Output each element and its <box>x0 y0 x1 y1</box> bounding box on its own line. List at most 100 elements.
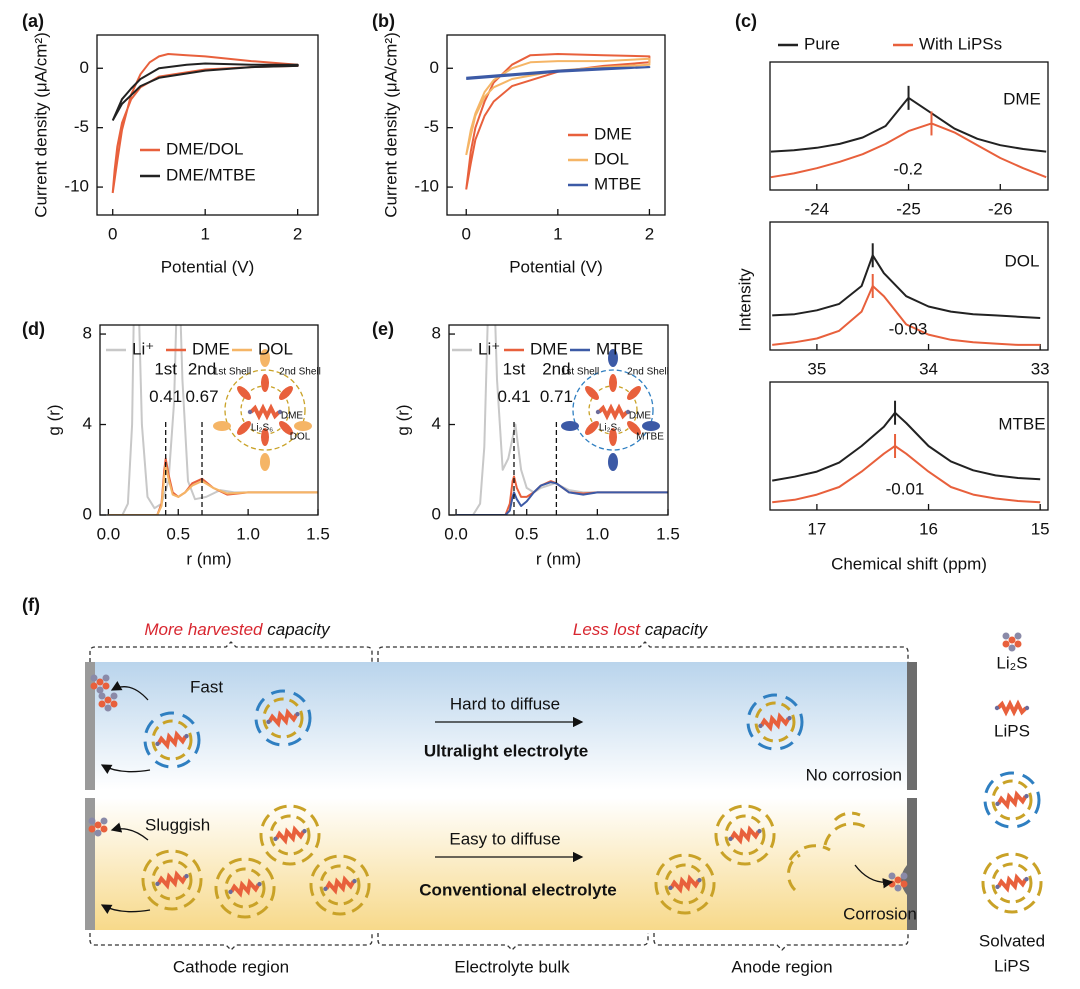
plot-frame <box>769 381 1049 511</box>
legend-label: With LiPSs <box>919 34 1002 53</box>
x-tick-label: 17 <box>807 519 826 538</box>
highlight: Less lost <box>573 620 641 639</box>
panel-label: (b) <box>372 11 395 31</box>
x-tick-label: 0.0 <box>444 524 468 543</box>
x-tick-label: 33 <box>1031 359 1050 378</box>
inset-label: 1st Shell <box>213 367 251 378</box>
x-tick-label: 35 <box>807 359 826 378</box>
legend-label: LiPS <box>994 721 1030 740</box>
legend-label: DME <box>192 339 230 358</box>
solvent-label: DME <box>1003 89 1041 108</box>
x-axis-label: r (nm) <box>186 549 231 568</box>
broken-shell <box>787 811 871 892</box>
region-label: Electrolyte bulk <box>454 957 570 976</box>
x-tick-label: 16 <box>919 519 938 538</box>
inset-label: 2nd Shell <box>279 367 321 378</box>
panel-label: (f) <box>22 595 40 615</box>
x-tick-label: 15 <box>1031 519 1050 538</box>
plot-frame <box>96 34 319 216</box>
y-tick-label: 0 <box>432 504 441 523</box>
legend-label: Solvated <box>979 931 1045 950</box>
x-tick-label: 1.0 <box>586 524 610 543</box>
solvent-label: MTBE <box>998 414 1045 433</box>
shift-label: -0.03 <box>889 319 928 338</box>
inset-d: 1st Shell 2nd Shell DME DOL Li₂S₆ <box>213 349 321 471</box>
legend-label: MTBE <box>596 339 643 358</box>
inset-label: Li₂S₆ <box>599 423 621 434</box>
legend-icon <box>985 773 1039 827</box>
inset-label: DME <box>281 411 304 422</box>
plot-frame <box>448 324 669 516</box>
label: Conventional electrolyte <box>419 880 616 899</box>
label: Easy to diffuse <box>449 829 560 848</box>
x-tick-label: -25 <box>896 199 921 218</box>
inset-label: 1st Shell <box>561 367 599 378</box>
panel-label: (e) <box>372 319 394 339</box>
region-label: Cathode region <box>173 957 289 976</box>
solvent-label: DOL <box>1005 251 1040 270</box>
legend-label: DME/DOL <box>166 139 243 158</box>
anode <box>907 662 917 790</box>
shell-label: 1st <box>154 360 177 379</box>
shell-label: 2nd <box>542 360 570 379</box>
label: Ultralight electrolyte <box>424 741 588 760</box>
shell-label: 2nd <box>188 360 216 379</box>
inset-label: DOL <box>290 432 311 443</box>
anode-corroded <box>901 798 917 930</box>
arrow <box>100 764 151 774</box>
cathode <box>85 662 95 790</box>
caption: Less lost capacity <box>573 620 709 639</box>
region-label: Anode region <box>731 957 832 976</box>
plot-frame <box>99 324 319 516</box>
legend-label: Pure <box>804 34 840 53</box>
inset-label: DME <box>629 411 652 422</box>
series-line <box>456 475 668 515</box>
inset-label: MTBE <box>636 432 664 443</box>
y-tick-label: 4 <box>432 414 441 433</box>
bracket <box>89 933 373 951</box>
bracket <box>377 933 649 951</box>
legend-label: DME <box>530 339 568 358</box>
shell-label: 1st <box>503 360 526 379</box>
panel-label: (c) <box>735 11 757 31</box>
plot-frame <box>446 34 666 216</box>
y-axis-label: g (r) <box>44 404 63 435</box>
x-tick-label: -24 <box>805 199 830 218</box>
y-axis-label: Current density (μA/cm²) <box>31 32 50 218</box>
bracket <box>377 641 909 662</box>
x-tick-label: 0 <box>108 224 117 243</box>
bracket <box>89 641 373 662</box>
x-axis-label: Potential (V) <box>161 257 255 276</box>
caption-rest: capacity <box>267 620 331 639</box>
series-line <box>465 53 651 190</box>
x-tick-label: 2 <box>645 224 654 243</box>
x-tick-label: 0.5 <box>166 524 190 543</box>
x-axis-label: r (nm) <box>536 549 581 568</box>
panel-label: (a) <box>22 11 44 31</box>
legend-label: DOL <box>594 149 629 168</box>
y-tick-label: 0 <box>83 504 92 523</box>
arrow <box>854 864 894 889</box>
y-tick-label: -5 <box>74 117 89 136</box>
schematic: (f) More harvested capacity Less lost ca… <box>22 595 1045 977</box>
x-tick-label: -26 <box>988 199 1013 218</box>
shell-value: 0.67 <box>185 387 218 406</box>
inset-e: 1st Shell 2nd Shell DME MTBE Li₂S₆ <box>561 349 669 471</box>
series-line <box>465 57 651 156</box>
y-tick-label: 0 <box>430 58 439 77</box>
cathode <box>85 798 95 930</box>
series-line <box>772 445 1041 504</box>
legend-label: Li⁺ <box>132 339 154 358</box>
caption: More harvested capacity <box>144 620 331 639</box>
legend-label: DOL <box>258 339 293 358</box>
y-tick-label: 8 <box>432 324 441 343</box>
shift-label: -0.01 <box>886 479 925 498</box>
x-tick-label: 1 <box>553 224 562 243</box>
x-tick-label: 0.5 <box>515 524 539 543</box>
highlight: More harvested <box>144 620 263 639</box>
bracket <box>653 933 909 951</box>
arrow <box>110 681 149 701</box>
label: Hard to diffuse <box>450 694 560 713</box>
x-tick-label: 1.5 <box>656 524 680 543</box>
